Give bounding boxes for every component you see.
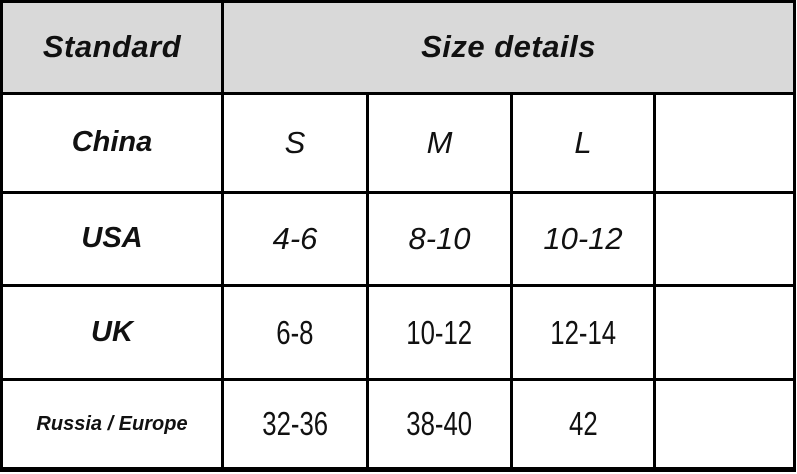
row-label-uk: UK [0, 283, 224, 382]
cell-value: 12-14 [550, 313, 616, 351]
cell-china-s: S [221, 91, 369, 195]
cell-usa-extra [652, 191, 797, 287]
cell-value: 38-40 [406, 405, 473, 443]
cell-value: 32-36 [262, 405, 328, 443]
cell-usa-m: 8-10 [366, 191, 513, 287]
table-header-row: Standard Size details [0, 0, 797, 95]
cell-uk-l: 12-14 [510, 283, 656, 382]
cell-china-extra [652, 91, 797, 195]
cell-russia-l: 42 [510, 378, 656, 471]
cell-china-l: L [510, 91, 656, 195]
size-details-header-cell: Size details [220, 0, 797, 95]
table-row-china: China S M L [0, 91, 797, 195]
cell-china-m: M [366, 91, 513, 195]
table-row-uk: UK 6-8 10-12 12-14 [0, 283, 797, 382]
standard-header-cell: Standard [0, 0, 224, 95]
cell-uk-extra [652, 283, 797, 382]
table-row-russia-europe: Russia / Europe 32-36 38-40 42 [0, 378, 797, 471]
cell-value: 6-8 [276, 313, 314, 351]
cell-value: 10-12 [406, 313, 473, 351]
cell-uk-m: 10-12 [366, 283, 513, 382]
cell-russia-extra [652, 378, 797, 471]
cell-russia-s: 32-36 [221, 378, 369, 471]
cell-usa-l: 10-12 [510, 191, 656, 287]
table-row-usa: USA 4-6 8-10 10-12 [0, 191, 797, 287]
cell-uk-s: 6-8 [221, 283, 369, 382]
row-label-usa: USA [0, 191, 224, 287]
cell-value: 42 [568, 405, 598, 443]
cell-usa-s: 4-6 [221, 191, 369, 287]
row-label-china: China [0, 91, 224, 195]
cell-russia-m: 38-40 [366, 378, 513, 471]
row-label-russia-europe: Russia / Europe [0, 378, 224, 471]
